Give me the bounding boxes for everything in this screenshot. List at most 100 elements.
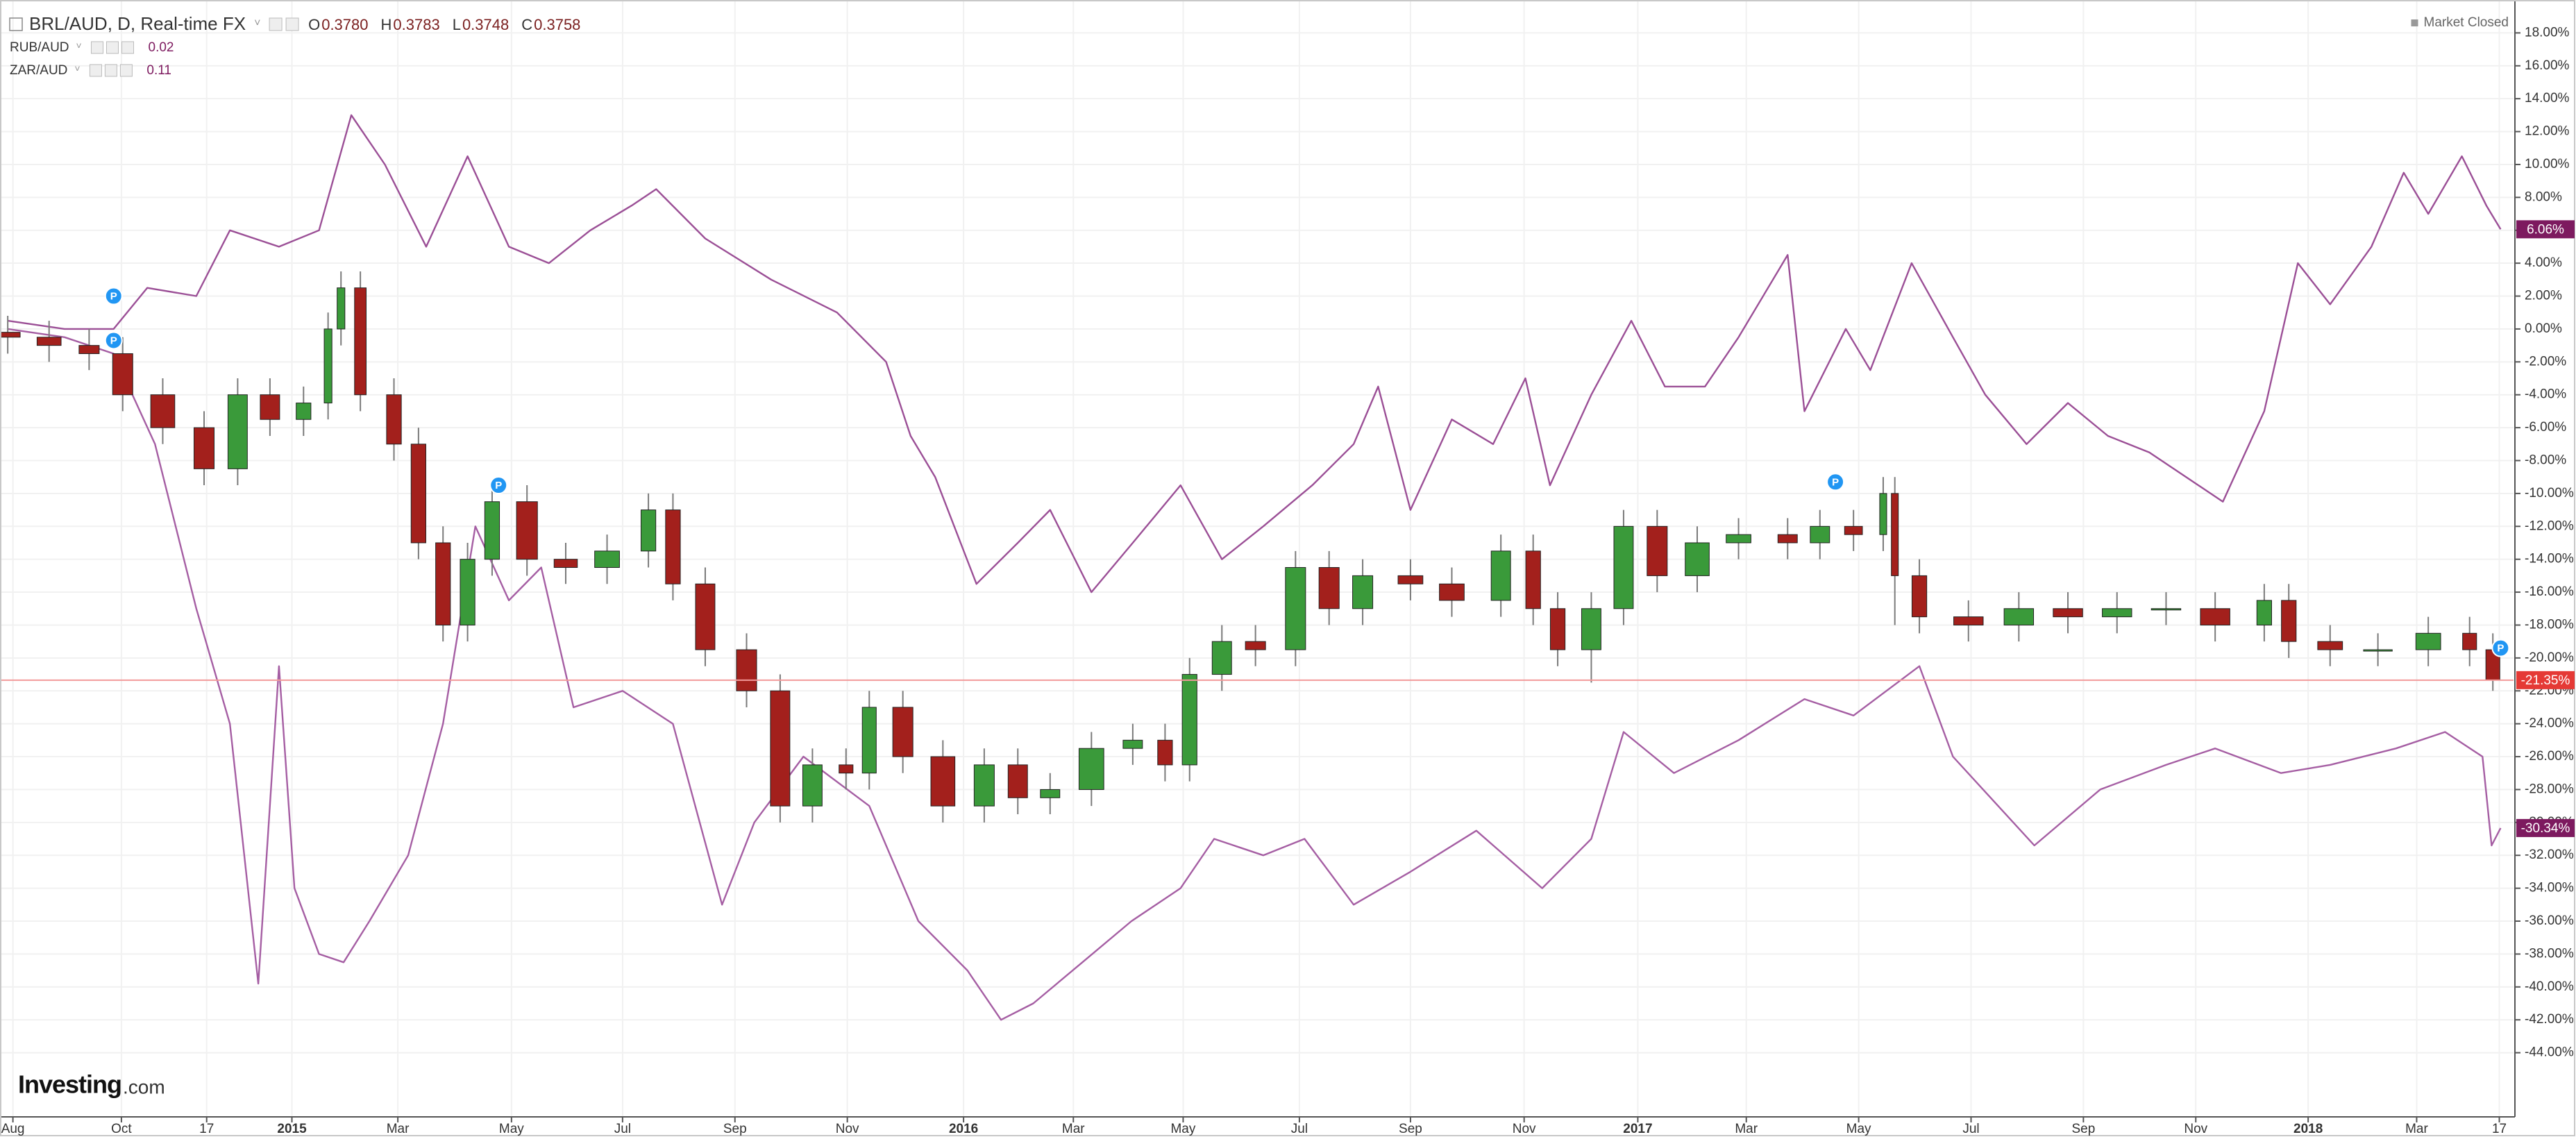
y-tick-label: 8.00% [2525, 190, 2562, 204]
legend-button[interactable] [119, 64, 133, 77]
candle-body [1211, 641, 1232, 675]
candle-body [1397, 575, 1424, 584]
x-tick-label: Mar [387, 1122, 410, 1136]
y-tick-label: -20.00% [2525, 650, 2574, 665]
candle-body [2200, 608, 2230, 625]
candle-body [1181, 674, 1197, 766]
legend-button[interactable] [89, 64, 102, 77]
event-marker[interactable] [104, 331, 123, 350]
y-tick-label: -6.00% [2525, 420, 2566, 435]
candle-body [1613, 525, 1634, 609]
candle-body [1318, 567, 1340, 609]
last-value-label: 6.06% [2527, 222, 2564, 237]
candle-body [516, 501, 538, 560]
x-tick-label: Mar [1735, 1122, 1758, 1136]
candle-body [1157, 739, 1173, 766]
x-tick-label: Nov [2184, 1122, 2207, 1136]
candle-body [323, 328, 332, 404]
y-tick-label: -24.00% [2525, 716, 2574, 731]
candle-body [1549, 608, 1566, 650]
header-button[interactable] [285, 17, 299, 31]
dropdown-caret: ˅ [76, 40, 82, 51]
x-tick-label: Jul [1291, 1122, 1308, 1136]
x-tick-label: 2018 [2293, 1122, 2323, 1136]
y-tick-label: 16.00% [2525, 58, 2570, 73]
event-label: P [2497, 643, 2504, 655]
candle-body [296, 403, 312, 420]
event-marker[interactable] [2491, 639, 2510, 657]
candle-body [1685, 542, 1710, 576]
legend-button[interactable] [121, 41, 135, 54]
quote-value: 0.3783 [393, 16, 439, 33]
candle-body [1911, 575, 1928, 618]
collapse-icon[interactable] [9, 17, 23, 31]
status-dot [2411, 19, 2418, 26]
legend-button[interactable] [106, 41, 119, 54]
candle-body [227, 394, 248, 469]
dropdown-caret: ˅ [254, 17, 260, 29]
legend-button[interactable] [104, 64, 117, 77]
candle-body [2150, 608, 2182, 611]
header-button[interactable] [269, 17, 283, 31]
candle-body [337, 287, 346, 330]
candle-body [1490, 550, 1511, 601]
brand-domain: .com [123, 1076, 165, 1097]
x-tick-label: 2017 [1623, 1122, 1652, 1136]
last-value-badge [2516, 671, 2575, 689]
candle-body [930, 756, 956, 807]
candle-body [2281, 600, 2297, 642]
x-tick-label: Mar [1062, 1122, 1085, 1136]
legend-button[interactable] [91, 41, 104, 54]
y-tick-label: -32.00% [2525, 848, 2574, 862]
y-tick-label: 14.00% [2525, 91, 2570, 106]
legend-value: 0.02 [149, 40, 174, 55]
quote-value: 0.3780 [321, 16, 368, 33]
candle-body [0, 332, 21, 338]
candle-body [594, 550, 620, 568]
x-tick-label: 2016 [949, 1122, 978, 1136]
candle-body [1879, 493, 1887, 535]
candle-body [736, 649, 757, 691]
event-label: P [495, 480, 502, 491]
y-tick-label: -42.00% [2525, 1012, 2574, 1027]
candle-body [1122, 739, 1143, 749]
brand: Investing [18, 1070, 121, 1099]
candle-body [665, 509, 681, 584]
legend-name: ZAR/AUD [10, 63, 67, 78]
overlay: -21.35% -30.34% 6.06% P P P P P BRL/AUD, D, Real… [9, 13, 2575, 1099]
candle-body [1810, 525, 1830, 544]
last-value-badge [2516, 220, 2575, 239]
x-tick-label: Jul [614, 1122, 631, 1136]
y-tick-label: 12.00% [2525, 124, 2570, 139]
y-tick-label: -38.00% [2525, 946, 2574, 961]
candle-body [1007, 764, 1028, 798]
candle-body [2003, 608, 2035, 625]
candle-body [460, 559, 475, 625]
y-tick-label: -4.00% [2525, 387, 2566, 402]
candle-body [1581, 608, 1601, 650]
candle-body [1245, 641, 1266, 650]
candle-body [1040, 789, 1061, 798]
last-value-label: -21.35% [2521, 673, 2570, 688]
event-marker[interactable] [1826, 473, 1845, 491]
candle-body [354, 287, 367, 396]
y-tick-label: -14.00% [2525, 552, 2574, 566]
candle-body [1439, 583, 1465, 601]
candle-body [2256, 600, 2272, 625]
candle-body [260, 394, 280, 420]
last-value-label: -30.34% [2521, 821, 2570, 836]
candle-body [2415, 632, 2441, 650]
quote-name: O [308, 16, 320, 33]
quote-name: L [453, 16, 461, 33]
y-tick-label: 0.00% [2525, 321, 2562, 336]
event-marker[interactable] [104, 287, 123, 305]
candle-body [1891, 493, 1899, 576]
y-tick-label: 2.00% [2525, 289, 2562, 303]
event-marker[interactable] [489, 476, 508, 495]
legend-name: RUB/AUD [10, 40, 69, 55]
y-tick-label: -34.00% [2525, 881, 2574, 895]
x-tick-label: Sep [723, 1122, 747, 1136]
x-tick-label: 2015 [277, 1122, 307, 1136]
